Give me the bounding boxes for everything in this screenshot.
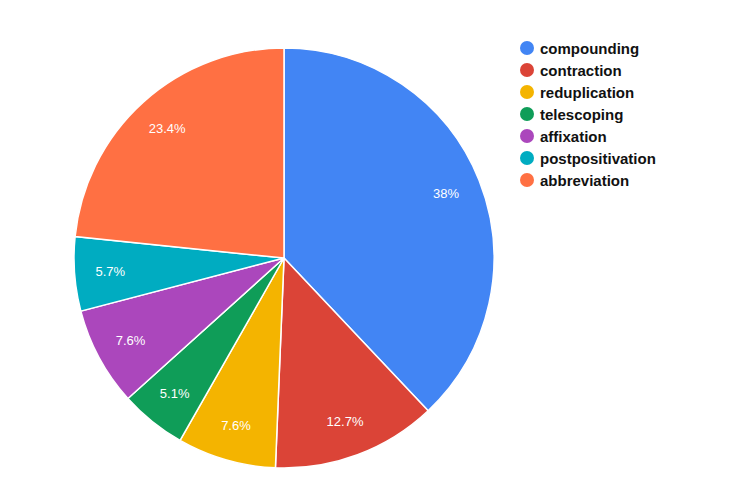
data-label: 5.1% xyxy=(160,386,190,401)
data-label: 23.4% xyxy=(149,121,186,136)
legend: compounding contraction reduplication teles… xyxy=(520,40,656,189)
legend-swatch xyxy=(520,173,534,187)
legend-swatch xyxy=(520,107,534,121)
legend-label: reduplication xyxy=(540,84,634,101)
legend-label: affixation xyxy=(540,128,607,145)
chart: 38% 12.7% 7.6% 5.1% 7.6% 5.7% 23.4% compounding… xyxy=(0,0,730,486)
legend-label: abbreviation xyxy=(540,172,629,189)
legend-item: compounding xyxy=(520,40,639,57)
data-label: 12.7% xyxy=(327,414,364,429)
pie-slice xyxy=(275,258,428,468)
legend-swatch xyxy=(520,151,534,165)
legend-label: telescoping xyxy=(540,106,623,123)
legend-swatch xyxy=(520,129,534,143)
legend-item: abbreviation xyxy=(520,172,629,189)
legend-label: contraction xyxy=(540,62,622,79)
pie xyxy=(74,48,494,468)
data-label: 7.6% xyxy=(221,418,251,433)
legend-item: contraction xyxy=(520,62,622,79)
legend-label: postpositivation xyxy=(540,150,656,167)
legend-swatch xyxy=(520,41,534,55)
data-label: 7.6% xyxy=(116,333,146,348)
legend-item: affixation xyxy=(520,128,607,145)
legend-item: reduplication xyxy=(520,84,634,101)
data-label: 5.7% xyxy=(95,264,125,279)
pie-slice xyxy=(75,48,284,258)
legend-swatch xyxy=(520,63,534,77)
legend-swatch xyxy=(520,85,534,99)
data-label: 38% xyxy=(433,186,459,201)
legend-item: postpositivation xyxy=(520,150,656,167)
data-labels: 38% 12.7% 7.6% 5.1% 7.6% 5.7% 23.4% xyxy=(95,121,459,433)
legend-label: compounding xyxy=(540,40,639,57)
legend-item: telescoping xyxy=(520,106,623,123)
